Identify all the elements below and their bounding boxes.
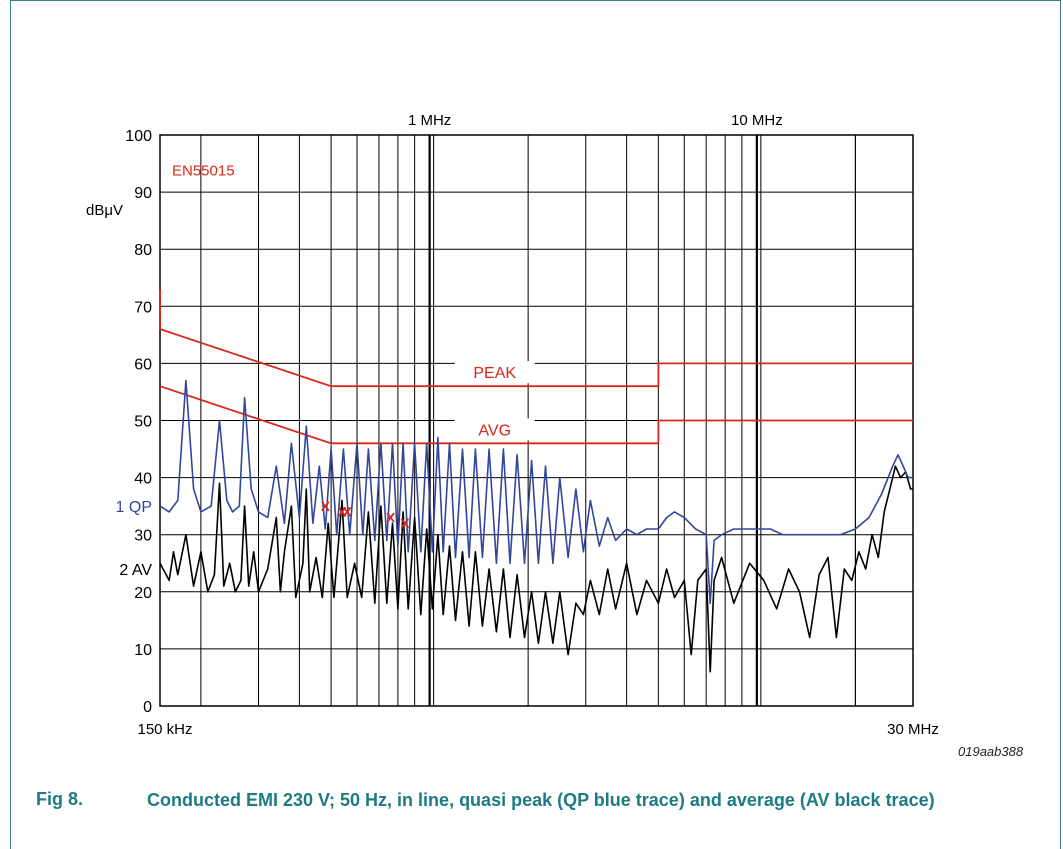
limit-label-bg — [454, 361, 535, 384]
x-tick-label: 150 kHz — [137, 721, 192, 738]
series-line-qp — [159, 379, 913, 605]
y-tick-label: 0 — [143, 699, 152, 716]
qp-marker-stroke — [343, 506, 352, 517]
y-tick-label: 60 — [134, 356, 152, 373]
chart-labels: 0 10 20 30 40 50 60 70 80 90 100 dBμV 150 kHz 1 MHz 10… — [86, 112, 939, 738]
y-tick-label: 80 — [134, 242, 152, 259]
qp-marker-stroke — [321, 501, 330, 512]
series-line-av — [159, 465, 913, 673]
qp-marker — [400, 518, 410, 529]
y-axis-label: dBμV — [86, 202, 123, 219]
series-label-qp: 1 QP — [116, 499, 152, 516]
x-tick-label: 1 MHz — [408, 112, 451, 129]
y-tick-label: 40 — [134, 471, 152, 488]
standard-label: EN55015 — [172, 162, 235, 179]
y-tick-label: 20 — [134, 585, 152, 602]
qp-marker-stroke — [386, 512, 395, 523]
data-series — [159, 379, 913, 673]
y-tick-label: 90 — [134, 185, 152, 202]
y-tick-label: 30 — [134, 528, 152, 545]
qp-marker-stroke — [400, 518, 410, 529]
limit-label-peak: PEAK — [473, 365, 516, 382]
qp-marker — [321, 501, 330, 512]
y-tick-label: 70 — [134, 299, 152, 316]
figure-number: Fig 8. — [36, 789, 84, 809]
figure-code: 019aab388 — [958, 744, 1024, 759]
y-tick-label: 10 — [134, 642, 152, 659]
qp-markers — [321, 501, 410, 529]
x-tick-label: 30 MHz — [887, 721, 939, 738]
x-tick-label: 10 MHz — [731, 112, 783, 129]
y-tick-label: 50 — [134, 414, 152, 431]
series-label-av: 2 AV — [119, 562, 152, 579]
qp-marker — [386, 512, 395, 523]
figure-frame — [10, 0, 1061, 849]
limit-line-peak — [159, 289, 913, 388]
limit-label-bg — [454, 418, 535, 441]
limit-line-avg — [159, 385, 913, 445]
limit-label-avg: AVG — [478, 422, 511, 439]
qp-marker — [343, 506, 352, 517]
y-tick-label: 100 — [125, 128, 152, 145]
limit-lines: PEAK AVG — [159, 289, 913, 445]
figure-caption: Conducted EMI 230 V; 50 Hz, in line, qua… — [147, 790, 935, 810]
